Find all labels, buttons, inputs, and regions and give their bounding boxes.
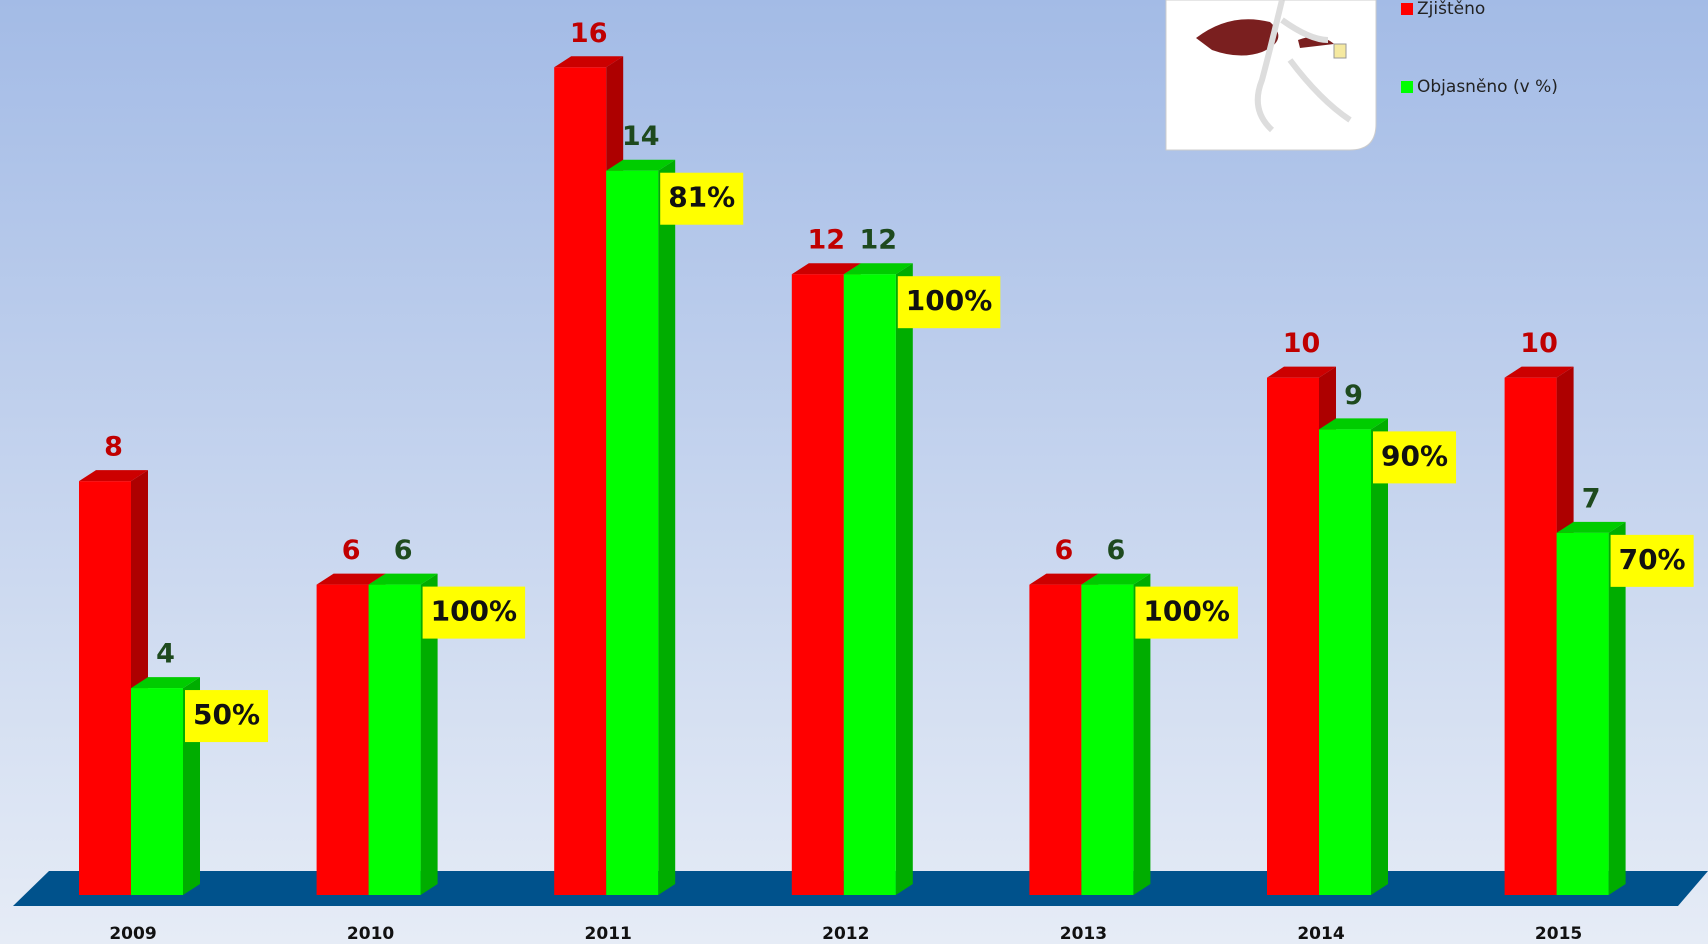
bar [1029, 584, 1082, 895]
percent-label-text: 70% [1619, 543, 1686, 576]
percent-label-box [185, 690, 269, 743]
percent-label: 90% [1373, 431, 1457, 484]
bar [1319, 429, 1371, 895]
percent-label: 100% [1135, 586, 1238, 639]
percent-label-box [422, 586, 526, 639]
value-label: 7 [1582, 483, 1601, 514]
percent-label-text: 50% [193, 698, 260, 731]
bar-side [658, 159, 676, 896]
bar-top [316, 573, 386, 585]
x-tick-label: 2012 [822, 924, 869, 944]
value-label: 16 [570, 18, 608, 49]
legend-label: Zjištěno [1417, 0, 1485, 19]
percent-label: 100% [897, 276, 1001, 329]
bar-top [1081, 573, 1151, 585]
bar-side [895, 263, 913, 895]
percent-label: 81% [660, 172, 744, 225]
legend-swatch [1401, 81, 1413, 93]
percent-label: 70% [1610, 534, 1694, 587]
percent-label-box [1135, 586, 1238, 639]
bar [554, 67, 607, 895]
bar-top [791, 263, 861, 275]
bar [1556, 532, 1609, 895]
legend-label: Objasněno (v %) [1417, 77, 1558, 97]
x-tick-label: 2011 [585, 924, 632, 944]
bar-side [1133, 573, 1151, 895]
percent-label-text: 100% [431, 595, 518, 628]
x-tick-label: 2015 [1535, 924, 1582, 944]
value-label: 6 [394, 535, 413, 566]
value-label: 6 [1055, 535, 1074, 566]
x-tick-label: 2013 [1060, 924, 1107, 944]
legend: Zjištěno Objasněno (v %) [1401, 0, 1558, 97]
bar [368, 584, 421, 895]
bar [79, 481, 131, 895]
percent-label-text: 100% [906, 284, 993, 317]
percent-label-text: 90% [1381, 439, 1448, 472]
percent-label: 100% [422, 586, 526, 639]
bar [1081, 584, 1134, 895]
x-tick-label: 2010 [347, 924, 394, 944]
bar-top [843, 263, 913, 275]
percent-label-box [1610, 534, 1694, 587]
bar-top [79, 470, 148, 482]
percent-label-text: 100% [1143, 595, 1230, 628]
value-label: 6 [342, 535, 361, 566]
bar [316, 584, 369, 895]
bar-side [1371, 418, 1388, 895]
bar-top [1319, 418, 1388, 430]
bar [1267, 377, 1319, 896]
bar-side [1608, 521, 1626, 895]
value-label: 10 [1283, 328, 1321, 359]
bar-top [131, 677, 200, 689]
bar-side [420, 573, 438, 895]
value-label: 14 [622, 121, 660, 152]
bar-top [606, 159, 676, 171]
percent-label-text: 81% [668, 181, 735, 214]
bar [791, 274, 844, 895]
value-label: 12 [808, 225, 846, 256]
value-label: 6 [1107, 535, 1126, 566]
bar [1504, 377, 1557, 896]
bar-top [1029, 573, 1099, 585]
value-label: 12 [860, 225, 898, 256]
percent-label-box [1373, 431, 1457, 484]
bar-top [368, 573, 438, 585]
value-label: 4 [156, 639, 175, 670]
value-label: 8 [104, 432, 123, 463]
bar-top [1504, 366, 1574, 378]
x-tick-label: 2009 [109, 924, 156, 944]
legend-icon [1165, 0, 1377, 151]
bar-top [554, 56, 624, 68]
bar [606, 170, 659, 896]
legend-swatch [1401, 3, 1413, 15]
value-label: 9 [1344, 380, 1363, 411]
percent-label: 50% [185, 690, 269, 743]
bar [843, 274, 896, 895]
value-label: 10 [1520, 328, 1558, 359]
percent-label-box [897, 276, 1001, 329]
bar-top [1556, 521, 1626, 533]
x-tick-label: 2014 [1297, 924, 1344, 944]
bar [131, 688, 183, 895]
percent-label-box [660, 172, 744, 225]
bar-top [1267, 366, 1336, 378]
